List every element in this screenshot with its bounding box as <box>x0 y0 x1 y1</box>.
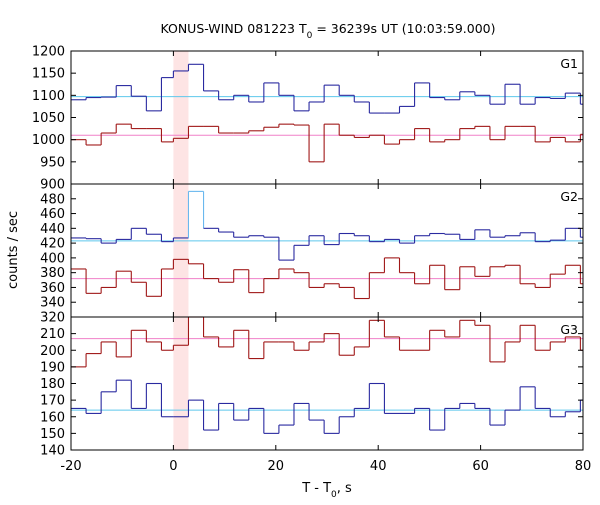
panel-g3 <box>71 316 583 434</box>
y-tick-label: 420 <box>40 237 65 252</box>
series-g3-1 <box>71 316 583 368</box>
chart-title-subscript: 0 <box>307 31 313 41</box>
y-tick-label: 1200 <box>32 45 65 60</box>
x-tick-label: 80 <box>575 459 592 474</box>
y-tick-label: 1100 <box>32 89 65 104</box>
chart-title-suffix: = 36239s UT (10:03:59.000) <box>312 21 495 36</box>
panel-label: G3 <box>560 322 578 337</box>
y-tick-label: 400 <box>40 251 65 266</box>
y-tick-label: 440 <box>40 222 65 237</box>
x-axis-title: T - T0, s <box>301 481 352 500</box>
y-tick-label: 320 <box>40 311 65 326</box>
y-tick-label: 480 <box>40 192 65 207</box>
panel-label: G1 <box>560 56 578 71</box>
y-tick-label: 380 <box>40 266 65 281</box>
y-tick-label: 1000 <box>32 133 65 148</box>
x-tick-label: 60 <box>472 459 489 474</box>
y-tick-label: 170 <box>40 394 65 409</box>
chart-title: KONUS-WIND 081223 T0 = 36239s UT (10:03:… <box>160 21 495 41</box>
frame-layer <box>70 50 584 451</box>
y-tick-label: 200 <box>40 344 65 359</box>
y-tick-label: 340 <box>40 296 65 311</box>
series-layer <box>71 63 583 434</box>
y-tick-label: 160 <box>40 410 65 425</box>
y-tick-label: 190 <box>40 360 65 375</box>
y-tick-label: 140 <box>40 444 65 459</box>
panel-frame <box>70 183 584 318</box>
series-g3-0 <box>71 379 583 434</box>
series-g1-1 <box>71 123 583 163</box>
panel-g2 <box>71 190 583 300</box>
y-tick-label: 950 <box>40 155 65 170</box>
x-tick-label: 0 <box>169 459 177 474</box>
y-tick-label: 180 <box>40 377 65 392</box>
y-tick-label: 1050 <box>32 111 65 126</box>
x-tick-label: 40 <box>370 459 387 474</box>
x-axis-title-subscript: 0 <box>331 490 337 500</box>
y-tick-label: 210 <box>40 327 65 342</box>
highlight-band <box>173 51 189 450</box>
highlight-band-layer <box>173 51 189 450</box>
y-tick-label: 1150 <box>32 67 65 82</box>
x-tick-label: -20 <box>60 459 81 474</box>
y-tick-label: 150 <box>40 427 65 442</box>
y-tick-label: 900 <box>40 178 65 193</box>
panel-g1 <box>71 63 583 163</box>
series-g1-0 <box>71 63 583 114</box>
series-g2-1 <box>71 257 583 300</box>
y-tick-label: 460 <box>40 207 65 222</box>
x-axis-title-suffix: , s <box>337 481 352 496</box>
y-axis-title: counts / sec <box>6 211 21 289</box>
panel-frame <box>70 50 584 185</box>
text-layer: KONUS-WIND 081223 T0 = 36239s UT (10:03:… <box>6 21 591 500</box>
y-tick-label: 360 <box>40 281 65 296</box>
panel-label: G2 <box>560 189 578 204</box>
x-tick-label: 20 <box>268 459 285 474</box>
series-g2-0 <box>71 190 583 261</box>
